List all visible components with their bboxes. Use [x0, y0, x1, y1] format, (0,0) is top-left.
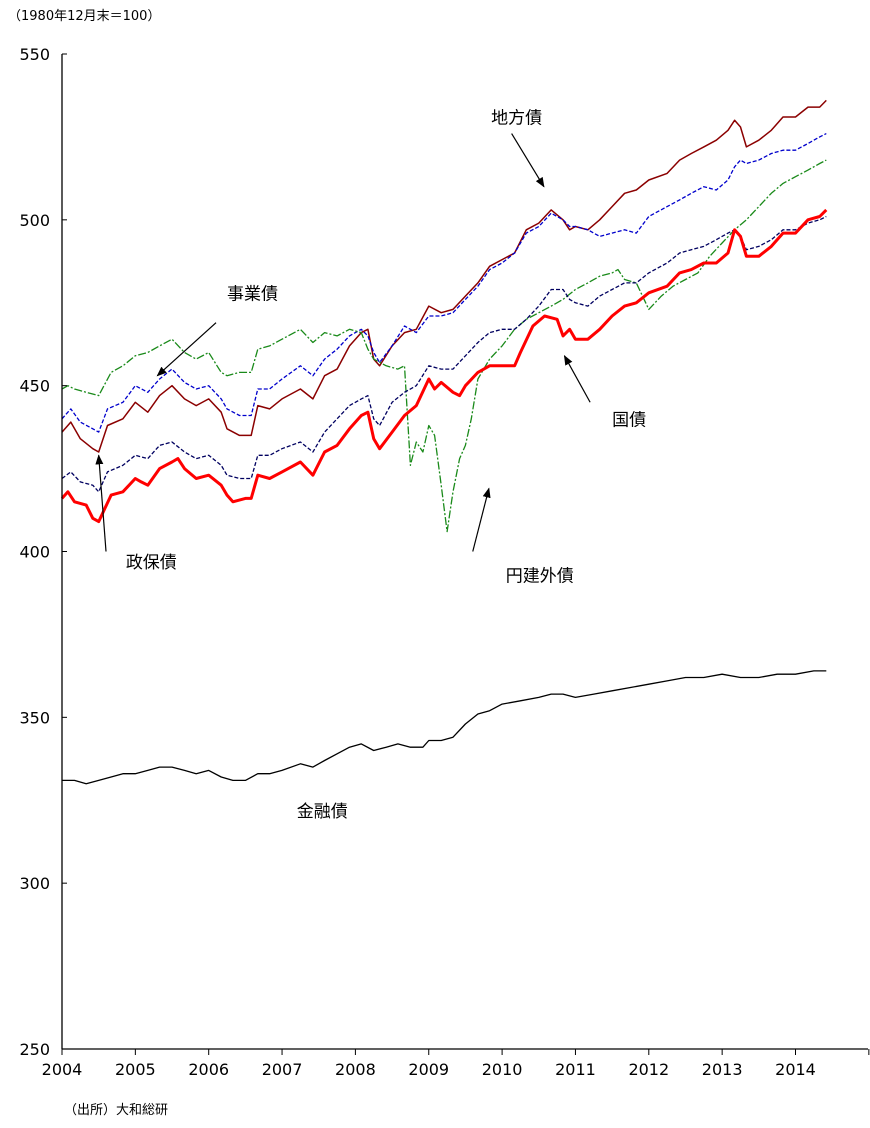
y-tick-label: 450 [19, 377, 50, 396]
x-tick-label: 2010 [482, 1060, 523, 1079]
x-tick-label: 2014 [775, 1060, 816, 1079]
y-tick-label: 400 [19, 543, 50, 562]
series-line-4 [60, 208, 828, 524]
series-label: 政保債 [126, 553, 177, 573]
annotation-arrow [472, 487, 491, 552]
series-line-3 [61, 215, 827, 493]
x-tick-label: 2008 [335, 1060, 376, 1079]
series-line-2 [61, 159, 827, 533]
x-tick-label: 2006 [188, 1060, 229, 1079]
annotation-arrow [156, 322, 217, 377]
y-tick-label: 300 [19, 874, 50, 893]
x-tick-label: 2009 [408, 1060, 449, 1079]
x-tick-label: 2013 [702, 1060, 743, 1079]
x-tick-label: 2004 [42, 1060, 83, 1079]
x-tick-label: 2012 [628, 1060, 669, 1079]
series-line-1 [61, 133, 827, 433]
axes-layer: 250 300 350 400 450 500 550 2004 2005 2006 2007 200… [19, 45, 870, 1079]
annotation-arrow [563, 354, 591, 403]
x-tick-label: 2005 [115, 1060, 156, 1079]
y-tick-label: 250 [19, 1040, 50, 1059]
x-tick-label: 2011 [555, 1060, 596, 1079]
y-tick-label: 500 [19, 211, 50, 230]
source-note: （出所）大和総研 [64, 1103, 168, 1118]
y-tick-label: 350 [19, 708, 50, 727]
annotation-arrow [511, 133, 545, 188]
series-label: 国債 [612, 410, 646, 430]
unit-label: （1980年12月末＝100） [8, 9, 160, 24]
series-label: 事業債 [227, 284, 278, 304]
y-tick-label: 550 [19, 45, 50, 64]
series-layer [60, 99, 828, 785]
series-line-5 [62, 670, 827, 785]
series-label: 円建外債 [506, 566, 574, 586]
series-label: 地方債 [491, 109, 542, 129]
series-line-0 [61, 99, 827, 453]
x-tick-label: 2007 [262, 1060, 303, 1079]
series-label: 金融債 [297, 802, 348, 822]
annotation-arrow [95, 454, 107, 552]
